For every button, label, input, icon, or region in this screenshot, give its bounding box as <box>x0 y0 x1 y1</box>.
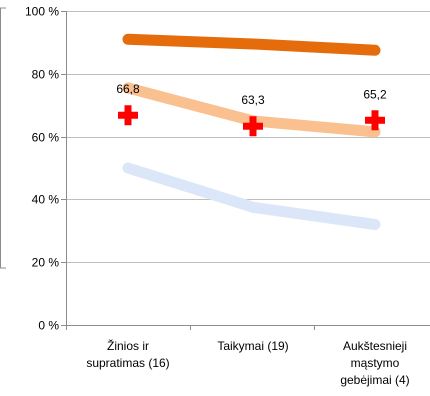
y-tick-label: 0 % <box>38 319 59 333</box>
data-label: 63,3 <box>241 93 265 107</box>
x-tick-label-line: Aukštesnieji <box>343 339 407 353</box>
y-tick-label: 100 % <box>25 5 59 19</box>
y-tick-label: 20 % <box>32 256 60 270</box>
left-panel-frame <box>0 7 6 269</box>
data-label: 66,8 <box>116 82 140 96</box>
y-tick-label: 40 % <box>32 193 60 207</box>
data-point-marker <box>243 116 263 137</box>
y-axis: 0 % 20 % 40 % 60 % 80 % 100 % <box>25 5 59 333</box>
axes <box>61 11 430 330</box>
x-tick-label-line: gebėjimai (4) <box>340 373 409 387</box>
grid <box>66 11 430 263</box>
data-point-marker <box>365 110 385 131</box>
data-labels: 66,8 63,3 65,2 <box>116 82 387 107</box>
x-tick-label-line: Žinios ir <box>107 338 149 353</box>
data-label: 65,2 <box>363 87 387 101</box>
x-tick-label: Taikymai (19) <box>217 339 288 353</box>
series-line <box>122 33 381 56</box>
x-tick-label: Aukštesnieji mąstymo gebėjimai (4) <box>340 339 409 387</box>
x-tick-label-line: mąstymo <box>351 356 400 370</box>
x-axis: Žinios ir supratimas (16) Taikymai (19) Auk… <box>86 338 409 387</box>
marker-bar-v <box>249 116 257 137</box>
x-tick-label: Žinios ir supratimas (16) <box>86 338 169 370</box>
x-tick-label-line: Taikymai (19) <box>217 339 288 353</box>
marker-bar-v <box>124 105 132 126</box>
data-point-marker <box>118 105 138 126</box>
series-line <box>122 162 381 230</box>
x-tick-label-line: supratimas (16) <box>86 356 169 370</box>
y-tick-label: 60 % <box>32 131 60 145</box>
series <box>118 33 385 230</box>
marker-bar-v <box>371 110 379 131</box>
y-tick-label: 80 % <box>32 68 60 82</box>
